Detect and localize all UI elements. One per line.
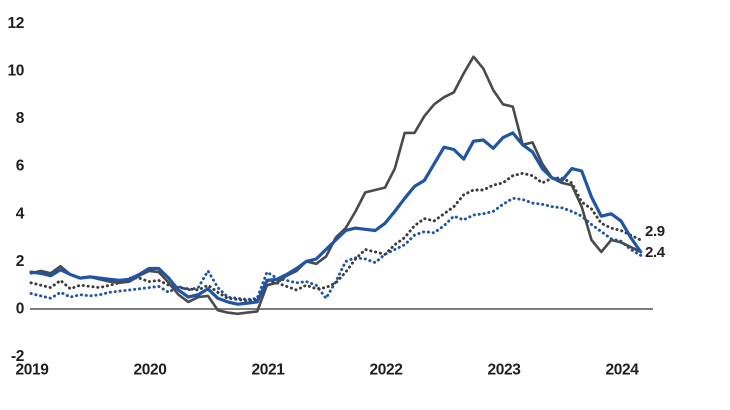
end-value-label-dotted-gray: 2.9	[645, 223, 665, 240]
y-tick-label-0: 0	[16, 301, 24, 318]
x-tick-label-2023: 2023	[488, 362, 522, 379]
y-tick-label-10: 10	[8, 63, 24, 80]
x-tick-label-2022: 2022	[370, 362, 403, 379]
end-value-label-solid-gray: 2.4	[645, 244, 665, 261]
series-line-dotted-blue	[29, 196, 643, 301]
series-line-dotted-dark-gray	[29, 171, 643, 303]
x-tick-label-2020: 2020	[134, 362, 167, 379]
x-tick-label-2024: 2024	[606, 362, 640, 379]
y-tick-label-6: 6	[16, 158, 25, 175]
y-tick-label-8: 8	[16, 110, 25, 127]
x-tick-label-2019: 2019	[16, 362, 50, 379]
y-tick-label-2: 2	[16, 253, 24, 270]
series-line-solid-dark-gray	[29, 55, 643, 316]
y-tick-label--2: -2	[11, 348, 24, 365]
y-tick-label-12: 12	[8, 15, 24, 32]
y-tick-label-4: 4	[16, 205, 25, 222]
x-tick-label-2021: 2021	[252, 362, 286, 379]
series-line-solid-blue	[29, 131, 643, 306]
